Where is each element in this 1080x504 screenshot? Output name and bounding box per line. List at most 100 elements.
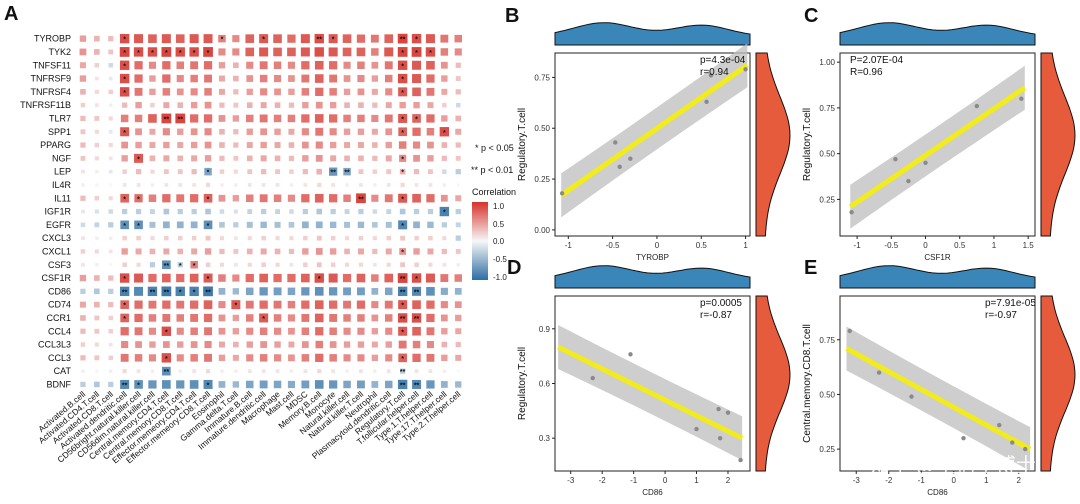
data-point [909,394,914,399]
heatmap-cell [301,273,310,283]
heatmap-cell [342,273,352,283]
heatmap-cell [233,222,239,228]
heatmap-cell [455,89,461,95]
heatmap-cell [287,287,296,296]
significance-star: * [123,316,126,323]
heatmap-cell [120,300,129,309]
heatmap-cell [428,235,433,241]
heatmap-cell [425,34,435,44]
heatmap-cell [134,300,143,309]
heatmap-cell [344,142,351,149]
heatmap-cell [122,102,128,108]
significance-star: ** [150,289,156,296]
heatmap-cell [163,155,170,162]
heatmap-row-label: CCL3L3 [38,340,71,350]
heatmap-cell [358,102,364,108]
heatmap-cell [385,354,393,362]
heatmap-cell [301,354,310,362]
heatmap-cell [119,60,130,70]
heatmap-cell [232,35,240,43]
significance-star: * [332,37,335,44]
heatmap-cell [94,103,99,108]
heatmap-cell [190,74,198,83]
heatmap-cell [456,102,461,108]
heatmap-cell [275,169,280,175]
heatmap-cell [261,369,266,374]
heatmap-cell [356,273,366,283]
heatmap-cell [121,248,128,255]
heatmap-cell [315,248,323,255]
heatmap-cell [232,354,239,361]
heatmap-cell [288,341,295,348]
heatmap-cell [288,248,295,255]
heatmap-cell [288,222,295,228]
heatmap-cell [398,340,407,349]
heatmap-cell [162,61,171,70]
heatmap-cell [314,60,324,70]
heatmap-cell [204,128,212,136]
heatmap-cell [301,61,310,70]
heatmap-cell [441,115,448,122]
heatmap-cell [301,221,309,229]
heatmap-cell [384,34,394,43]
heatmap-cell [315,154,323,162]
heatmap-cell [273,114,282,123]
heatmap-cell [161,286,172,297]
heatmap-cell [343,114,351,123]
significance-star: * [429,50,432,57]
significance-star: ** [317,37,323,44]
heatmap-cell [440,34,449,43]
heatmap-cell [94,156,99,161]
heatmap-cell [371,75,379,82]
heatmap-cell [397,286,408,297]
heatmap-cell [273,273,282,283]
heatmap-cell [345,183,349,187]
heatmap-cell [163,141,170,149]
heatmap-cell [441,328,448,335]
heatmap-cell [343,194,351,202]
heatmap-cell [441,222,447,228]
heatmap-cell [218,274,226,282]
heatmap-cell [455,115,462,122]
heatmap-cell [343,314,351,322]
heatmap-cell [442,369,447,373]
heatmap-cell [412,60,422,70]
heatmap-cell [385,327,393,335]
significance-star: * [207,170,210,177]
heatmap-cell [358,235,364,241]
y-tick-label: 0.25 [534,175,550,184]
heatmap-cell [246,380,254,389]
heatmap-cell [109,263,113,267]
heatmap-cell [259,300,268,309]
data-point [628,352,633,357]
heatmap-cell [384,47,394,57]
heatmap-cell [119,33,130,44]
heatmap-cell [357,341,365,348]
heatmap-cell [288,128,295,135]
x-axis-label: CD86 [927,488,948,497]
heatmap-cell [385,248,392,255]
heatmap-cell [163,169,169,175]
heatmap-cell [94,35,100,42]
heatmap-cell [148,114,157,123]
significance-star: * [415,50,418,57]
heatmap-cell [246,287,254,296]
heatmap-cell [175,47,185,57]
heatmap-cell [371,88,378,95]
heatmap-cell [259,34,269,44]
heatmap-cell [303,369,308,374]
heatmap-cell [134,194,143,203]
heatmap-cell [204,101,212,109]
heatmap-cell [163,102,170,109]
heatmap-cell [81,209,85,214]
heatmap-cell [440,301,448,309]
heatmap-cell [108,196,113,201]
heatmap-cell [205,182,211,188]
heatmap-cell [314,33,324,44]
heatmap-cell [259,327,268,335]
heatmap-cell [176,273,185,283]
heatmap-cell [246,155,253,162]
heatmap-cell [300,34,310,44]
heatmap-row-label: CD74 [48,300,71,310]
heatmap-cell [371,287,379,295]
